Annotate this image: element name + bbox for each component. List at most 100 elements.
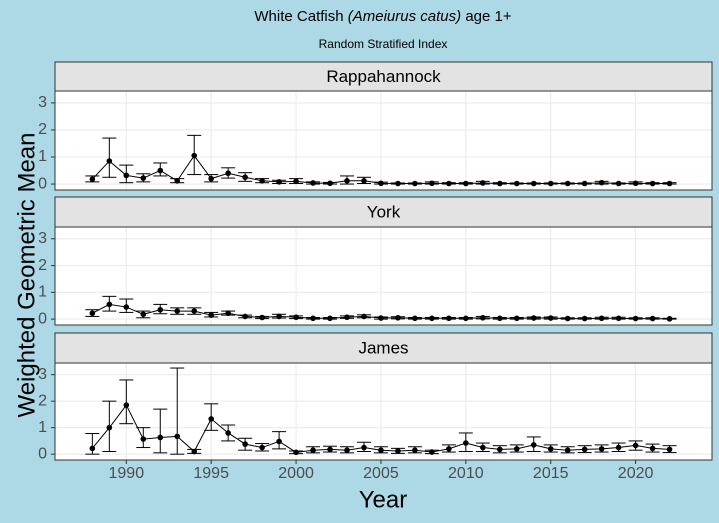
point	[140, 311, 147, 318]
panel-border	[54, 90, 713, 191]
point	[446, 180, 452, 187]
point	[242, 174, 248, 181]
point	[225, 430, 231, 436]
point	[361, 178, 367, 184]
point	[446, 446, 452, 452]
point	[361, 444, 367, 451]
point	[293, 178, 299, 185]
y-tick-label: 0	[38, 175, 47, 192]
point	[564, 180, 571, 187]
point	[191, 448, 198, 455]
point	[208, 312, 214, 318]
point	[89, 310, 96, 317]
point	[361, 313, 367, 320]
point	[310, 447, 316, 453]
point	[276, 179, 282, 185]
x-axis-label: Year	[359, 486, 408, 513]
point	[242, 441, 248, 447]
point	[480, 180, 486, 186]
panel-border	[54, 362, 713, 461]
point	[564, 315, 571, 322]
point	[174, 433, 181, 440]
point	[666, 446, 673, 453]
point	[174, 178, 181, 184]
title-part: (Ameiurus catus)	[348, 8, 461, 25]
point	[310, 315, 316, 322]
point	[429, 315, 435, 322]
x-tick-label: 1995	[193, 465, 229, 482]
point	[327, 180, 333, 187]
point	[123, 304, 130, 310]
point	[327, 315, 333, 322]
point	[446, 315, 452, 322]
point	[513, 315, 520, 322]
point	[564, 447, 571, 453]
point	[530, 180, 537, 187]
point	[480, 444, 486, 451]
point	[259, 444, 265, 451]
point	[106, 158, 113, 164]
point	[276, 438, 282, 445]
point	[581, 315, 588, 322]
y-tick-label: 1	[38, 419, 47, 436]
point	[649, 315, 656, 322]
point	[547, 315, 554, 321]
y-tick-label: 3	[38, 366, 47, 383]
point	[344, 447, 350, 453]
y-axis-label: Weighted Geometric Mean	[13, 132, 40, 417]
strip	[54, 61, 713, 92]
point	[581, 180, 588, 187]
point	[632, 442, 639, 449]
point	[429, 180, 435, 187]
point	[157, 434, 164, 441]
y-tick-label: 3	[38, 94, 47, 111]
point	[344, 178, 350, 184]
title-part: age 1+	[465, 8, 512, 25]
point	[208, 175, 214, 182]
x-tick-label: 2010	[448, 465, 484, 482]
point	[581, 446, 588, 453]
y-tick-label: 0	[38, 310, 47, 327]
point	[615, 180, 622, 187]
point	[191, 308, 198, 314]
point	[89, 445, 96, 452]
point	[496, 180, 503, 187]
y-tick-label: 2	[38, 257, 47, 274]
point	[106, 424, 113, 431]
point	[242, 313, 248, 320]
y-tick-label: 2	[38, 392, 47, 409]
point	[598, 315, 605, 322]
point	[344, 314, 350, 321]
point	[378, 447, 384, 453]
point	[157, 167, 164, 174]
point	[191, 152, 198, 159]
point	[89, 176, 96, 182]
strip-label: Rappahannock	[326, 67, 441, 86]
point	[259, 178, 265, 184]
point	[293, 449, 299, 456]
point	[106, 301, 113, 308]
point	[378, 315, 384, 321]
point	[666, 316, 673, 322]
point	[649, 180, 656, 187]
point	[225, 170, 231, 177]
panel	[55, 363, 712, 460]
point	[412, 447, 418, 453]
x-tick-label: 2000	[278, 465, 314, 482]
y-tick-label: 3	[38, 230, 47, 247]
point	[598, 446, 605, 452]
y-tick-label: 0	[38, 445, 47, 462]
point	[412, 180, 418, 187]
strip	[54, 332, 713, 364]
chart-subtitle: Random Stratified Index	[319, 37, 448, 51]
point	[463, 440, 469, 446]
y-tick-label: 1	[38, 148, 47, 165]
point	[632, 315, 639, 322]
strip-label: James	[358, 338, 408, 357]
point	[496, 446, 503, 453]
point	[395, 314, 401, 321]
point	[463, 315, 469, 322]
x-tick-label: 1990	[109, 465, 145, 482]
x-tick-label: 2015	[533, 465, 569, 482]
